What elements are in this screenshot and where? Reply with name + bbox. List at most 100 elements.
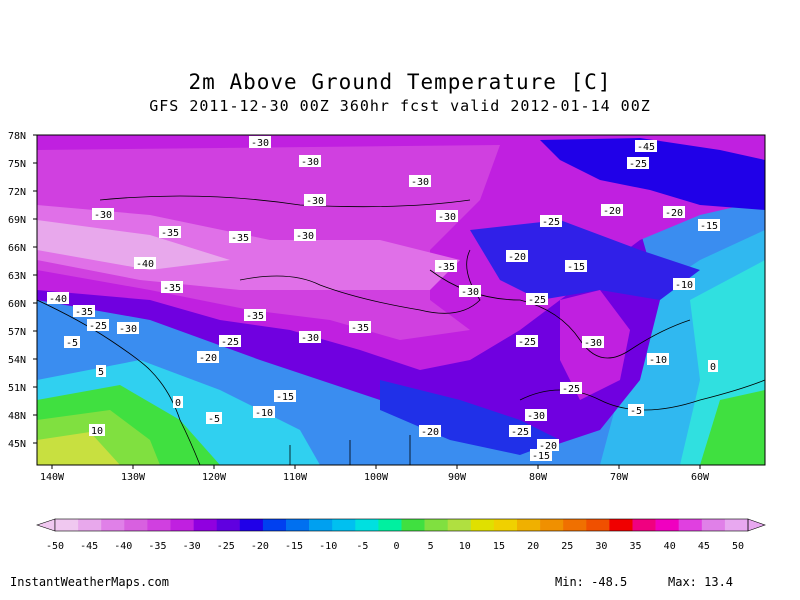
contour-label: -25 <box>540 215 562 228</box>
contour-label: -15 <box>274 390 296 403</box>
lat-label: 45N <box>8 439 26 450</box>
svg-text:-20: -20 <box>665 208 683 219</box>
contour-label: 10 <box>89 424 105 437</box>
map-subtitle: GFS 2011-12-30 00Z 360hr fcst valid 2012… <box>149 97 651 115</box>
contour-label: -35 <box>159 226 181 239</box>
contour-label: 0 <box>173 396 183 409</box>
contour-label: -30 <box>436 210 458 223</box>
contour-label: -20 <box>197 351 219 364</box>
colorbar-swatch <box>586 519 610 531</box>
svg-text:-20: -20 <box>199 353 217 364</box>
contour-label: -35 <box>161 281 183 294</box>
colorbar-tick: 50 <box>732 541 744 552</box>
svg-text:-25: -25 <box>518 337 536 348</box>
svg-text:-10: -10 <box>649 355 667 366</box>
svg-text:-30: -30 <box>301 333 319 344</box>
temperature-field <box>37 135 765 465</box>
svg-text:-30: -30 <box>527 411 545 422</box>
colorbar-swatch <box>655 519 679 531</box>
colorbar-swatch <box>447 519 472 531</box>
lat-label: 63N <box>8 271 26 282</box>
lon-label: 130W <box>121 472 146 483</box>
contour-label: -35 <box>349 321 371 334</box>
svg-text:-20: -20 <box>508 252 526 263</box>
svg-text:-30: -30 <box>461 287 479 298</box>
svg-text:-25: -25 <box>562 384 580 395</box>
contour-label: -20 <box>506 250 528 263</box>
colorbar-tick: -30 <box>183 541 201 552</box>
svg-text:-25: -25 <box>89 321 107 332</box>
colorbar-swatch <box>493 519 518 531</box>
contour-label: 0 <box>708 360 718 373</box>
contour-label: -35 <box>244 309 266 322</box>
colorbar-tick: 35 <box>630 541 642 552</box>
svg-text:-30: -30 <box>306 196 324 207</box>
contour-label: -30 <box>304 194 326 207</box>
colorbar-tick: -5 <box>356 541 368 552</box>
colorbar-tick: -25 <box>217 541 235 552</box>
lon-label: 70W <box>610 472 629 483</box>
colorbar-tick: -50 <box>46 541 64 552</box>
lon-label: 100W <box>364 472 389 483</box>
lat-label: 66N <box>8 243 26 254</box>
colorbar-swatch <box>55 519 79 531</box>
svg-text:-5: -5 <box>208 414 220 425</box>
colorbar-tick: 40 <box>664 541 676 552</box>
svg-text:-30: -30 <box>296 231 314 242</box>
contour-label: -30 <box>582 336 604 349</box>
lat-label: 51N <box>8 383 26 394</box>
contour-label: -10 <box>647 353 669 366</box>
contour-label: -25 <box>87 319 109 332</box>
svg-text:-25: -25 <box>221 337 239 348</box>
svg-text:-35: -35 <box>75 307 93 318</box>
svg-text:-30: -30 <box>438 212 456 223</box>
colorbar-low-arrow <box>36 518 56 532</box>
colorbar-swatch <box>378 519 402 531</box>
svg-text:-35: -35 <box>163 283 181 294</box>
site-credit: InstantWeatherMaps.com <box>10 575 169 589</box>
contour-label: -15 <box>698 219 720 232</box>
colorbar-tick: -35 <box>148 541 166 552</box>
lat-label: 69N <box>8 215 26 226</box>
svg-text:-25: -25 <box>511 427 529 438</box>
contour-label: -40 <box>134 257 156 270</box>
contour-label: -30 <box>299 155 321 168</box>
svg-text:-15: -15 <box>567 262 585 273</box>
contour-label: -25 <box>526 293 548 306</box>
lat-label: 48N <box>8 411 26 422</box>
contour-label: -45 <box>635 140 657 153</box>
colorbar-swatch <box>147 519 171 531</box>
lat-label: 54N <box>8 355 26 366</box>
contour-label: -15 <box>565 260 587 273</box>
svg-text:-30: -30 <box>94 210 112 221</box>
colorbar-swatch <box>355 519 379 531</box>
svg-text:-20: -20 <box>539 441 557 452</box>
contour-label: -5 <box>206 412 222 425</box>
svg-text:0: 0 <box>710 362 716 373</box>
svg-text:-30: -30 <box>251 138 269 149</box>
svg-text:-15: -15 <box>700 221 718 232</box>
contour-label: -30 <box>459 285 481 298</box>
colorbar-tick: 20 <box>527 541 539 552</box>
colorbar-tick: 0 <box>393 541 399 552</box>
colorbar-swatch <box>286 519 310 531</box>
contour-label: -30 <box>294 229 316 242</box>
colorbar-swatch <box>262 519 287 531</box>
svg-text:10: 10 <box>91 426 103 437</box>
colorbar-swatch <box>239 519 264 531</box>
svg-text:-15: -15 <box>276 392 294 403</box>
contour-label: -25 <box>560 382 582 395</box>
map-title: 2m Above Ground Temperature [C] <box>188 70 612 94</box>
colorbar-swatch <box>193 519 217 531</box>
svg-text:-30: -30 <box>119 324 137 335</box>
svg-text:-5: -5 <box>630 406 642 417</box>
longitude-axis: 140W 130W 120W 110W 100W 90W 80W 70W 60W <box>40 465 710 483</box>
colorbar-tick: -45 <box>80 541 98 552</box>
svg-text:-10: -10 <box>675 280 693 291</box>
svg-text:-35: -35 <box>161 228 179 239</box>
contour-label: -10 <box>673 278 695 291</box>
svg-text:-40: -40 <box>49 294 67 305</box>
colorbar-tick: -20 <box>251 541 269 552</box>
svg-text:-20: -20 <box>603 206 621 217</box>
contour-label: -20 <box>537 439 559 452</box>
